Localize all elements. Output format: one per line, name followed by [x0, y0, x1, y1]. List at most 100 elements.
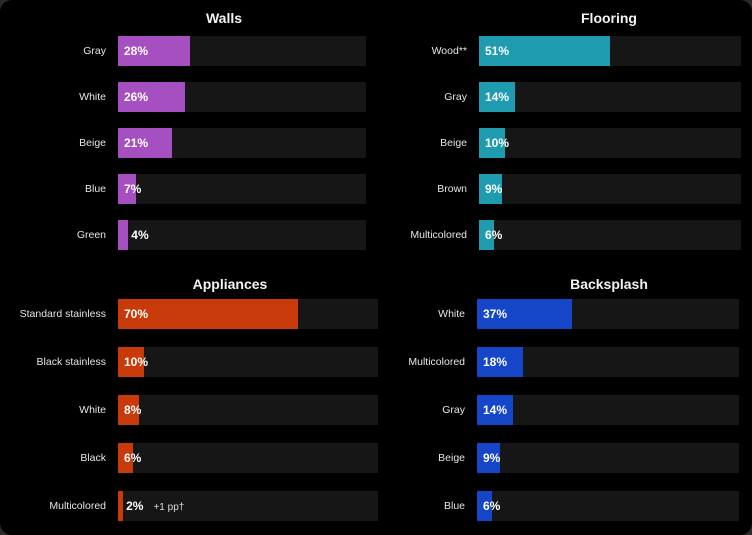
bar-track: [118, 220, 366, 250]
value-text: 51%: [485, 44, 510, 58]
category-label: White: [438, 308, 465, 320]
value-label: 9%: [485, 174, 502, 204]
value-label: 21%: [124, 128, 148, 158]
bar-row: Gray 14%: [444, 82, 741, 112]
bar: [479, 36, 611, 66]
category-label: Blue: [84, 183, 106, 195]
category-label: Brown: [437, 183, 467, 195]
annotation-text: +1 pp†: [153, 502, 185, 513]
bar-track: [477, 443, 739, 473]
bar: [118, 174, 136, 204]
value-text: 9%: [483, 451, 501, 465]
value-text: 8%: [124, 403, 142, 417]
value-text: 28%: [124, 44, 149, 58]
value-text: 6%: [124, 451, 142, 465]
bar: [479, 174, 503, 204]
bar: [477, 347, 524, 377]
value-label: 4%: [131, 220, 148, 250]
bar-row: Beige 21%: [79, 128, 366, 158]
bar-row: Multicolored 6%: [410, 220, 741, 250]
value-label: 8%: [124, 395, 141, 425]
bar: [477, 443, 501, 473]
bar-row: Brown 9%: [437, 174, 741, 204]
value-label: 6%: [483, 491, 500, 521]
bar: [118, 36, 190, 66]
bar-row: Gray 14%: [442, 395, 739, 425]
value-label: 14%: [483, 395, 507, 425]
panel-title: Walls: [205, 10, 243, 26]
value-label: 51%: [485, 36, 509, 66]
bar-row: Standard stainless 70%: [20, 299, 378, 329]
value-text: 7%: [124, 182, 142, 196]
value-text: 6%: [485, 228, 503, 242]
value-text: 2%: [126, 499, 144, 513]
bar-row: White 37%: [438, 299, 739, 329]
bar: [479, 220, 495, 250]
bar: [479, 128, 505, 158]
panel-title: Flooring: [581, 10, 637, 26]
value-text: 14%: [483, 403, 508, 417]
bar-row: Black stainless 10%: [37, 347, 378, 377]
bar: [118, 220, 129, 250]
value-text: 14%: [485, 90, 510, 104]
value-text: 10%: [485, 136, 510, 150]
value-label: 26%: [124, 82, 148, 112]
bar: [118, 128, 172, 158]
bar: [118, 299, 298, 329]
value-text: 37%: [483, 307, 508, 321]
category-label: Black: [80, 452, 106, 464]
category-label: Blue: [443, 500, 465, 512]
bar-row: Wood** 51%: [432, 36, 741, 66]
bar-row: Blue 7%: [85, 174, 366, 204]
bar-row: Beige 10%: [440, 128, 741, 158]
bar: [118, 82, 185, 112]
bar-track: [479, 128, 741, 158]
category-label: Gray: [442, 404, 465, 416]
value-label: 28%: [124, 36, 148, 66]
bar-row: Multicolored 18%: [408, 347, 739, 377]
bar: [118, 491, 124, 521]
category-label: Multicolored: [49, 500, 106, 512]
panel-title: Appliances: [192, 276, 268, 292]
category-label: Gray: [83, 45, 106, 57]
category-label: Beige: [79, 137, 106, 149]
bar-track: [479, 220, 741, 250]
category-label: White: [79, 404, 106, 416]
value-text: 21%: [124, 136, 149, 150]
value-label: 6%: [485, 220, 502, 250]
bar-track: [479, 174, 741, 204]
category-label: Gray: [444, 91, 467, 103]
bar: [118, 443, 134, 473]
bar-track: [118, 443, 378, 473]
value-label: 70%: [124, 299, 148, 329]
bar-row: Green 4%: [77, 220, 366, 250]
bar-row: Black 6%: [80, 443, 378, 473]
category-label: White: [79, 91, 106, 103]
bar-track: [118, 174, 366, 204]
category-label: Green: [76, 229, 106, 241]
bar: [118, 395, 139, 425]
value-label: 14%: [485, 82, 509, 112]
category-label: Standard stainless: [19, 308, 106, 320]
value-label: 7%: [124, 174, 141, 204]
value-text: 9%: [485, 182, 503, 196]
bar-row: White 26%: [79, 82, 366, 112]
value-text: 70%: [124, 307, 149, 321]
bar-track: [118, 347, 378, 377]
category-label: Multicolored: [408, 356, 465, 368]
bar-row: Gray 28%: [83, 36, 366, 66]
bar-track: [477, 395, 739, 425]
value-label: 18%: [483, 347, 507, 377]
value-label: 6%: [124, 443, 141, 473]
bar-row: Multicolored 2% +1 pp†: [49, 491, 378, 521]
category-label: Black stainless: [36, 356, 106, 368]
bar-row: Beige 9%: [438, 443, 739, 473]
value-text: 10%: [124, 355, 149, 369]
value-label: 10%: [124, 347, 148, 377]
bar-track: [118, 491, 378, 521]
bar-track: [477, 491, 739, 521]
bar-track: [118, 395, 378, 425]
value-label: 9%: [483, 443, 500, 473]
bar-row: Blue 6%: [444, 491, 739, 521]
